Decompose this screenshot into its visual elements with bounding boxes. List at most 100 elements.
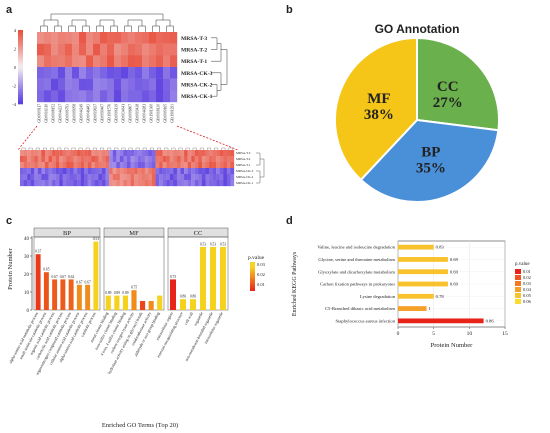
legend-tick-label: 0.01	[523, 269, 531, 274]
dendrogram-branch	[260, 158, 265, 178]
dendrogram-branch	[50, 147, 55, 150]
y-tick-label: Carbon fixation pathways in prokaryotes	[320, 282, 395, 287]
bar	[190, 299, 196, 310]
heatmap-cell	[107, 32, 115, 44]
dendrogram-branch	[192, 147, 197, 150]
zoom-heatmap-cell	[73, 168, 78, 175]
bar	[398, 281, 448, 287]
heatmap-cell	[149, 67, 157, 79]
bar	[85, 284, 91, 310]
dendrogram-branch	[185, 147, 190, 150]
heatmap-cell	[156, 43, 164, 56]
bar-value-label: 0.89	[122, 291, 128, 295]
zoom-heatmap-cell	[216, 174, 220, 181]
zoom-heatmap-cell	[94, 180, 99, 187]
pie-slice-label: CC	[437, 79, 459, 95]
x-axis-title: Protein Number	[431, 342, 474, 349]
zoom-heatmap-cell	[144, 156, 149, 163]
zoom-heatmap-cell	[155, 180, 160, 187]
dendrogram-branch	[214, 147, 219, 150]
heatmap-cell	[79, 55, 87, 68]
zoom-heatmap-cell	[66, 180, 71, 187]
zoom-heatmap-cell	[194, 162, 199, 169]
zoom-heatmap-cell	[52, 150, 56, 157]
zoom-heatmap-cell	[198, 174, 203, 181]
heatmap-cell	[79, 43, 87, 56]
zoom-heatmap-cell	[44, 168, 49, 175]
y-tick-label: 10	[24, 291, 30, 296]
bar	[398, 244, 434, 250]
heatmap-column-label: GO:0018130	[157, 104, 161, 123]
zoom-heatmap-cell	[216, 156, 220, 163]
heatmap-cell	[79, 32, 87, 44]
legend-swatch	[515, 281, 521, 286]
heatmap-cell	[135, 32, 143, 44]
zoom-heatmap-cell	[223, 174, 228, 181]
zoom-heatmap-cell	[109, 174, 113, 181]
legend-tick-label: 0.03	[523, 281, 532, 286]
legend-tick-label: 0.02	[523, 275, 531, 280]
heatmap-cell	[114, 43, 122, 56]
zoom-heatmap-cell	[191, 150, 195, 157]
x-tick-label: organelle	[193, 311, 204, 327]
zoom-heatmap-cell	[62, 180, 67, 187]
zoom-heatmap-cell	[187, 150, 192, 157]
zoom-heatmap-cell	[169, 180, 174, 187]
heatmap-cell	[114, 90, 122, 103]
zoom-heatmap-cell	[212, 156, 217, 163]
zoom-heatmap-cell	[209, 180, 213, 187]
heatmap-cell	[93, 55, 101, 68]
dendrogram-branch	[127, 19, 143, 26]
zoom-heatmap-cell	[55, 162, 60, 169]
legend-tick-label: 2	[14, 47, 16, 52]
zoom-heatmap-cell	[141, 174, 145, 181]
zoom-heatmap-cell	[52, 156, 56, 163]
dendrogram-branch	[207, 147, 211, 150]
legend-gradient-step	[18, 44, 23, 48]
zoom-heatmap-cell	[66, 162, 71, 169]
heatmap-cell	[44, 78, 52, 91]
heatmap-cell	[128, 55, 136, 68]
heatmap-column-label: GO:0044249	[80, 104, 84, 123]
bar-value-label: 0.53	[200, 243, 206, 247]
legend-gradient-step	[18, 69, 23, 73]
zoom-heatmap-cell	[144, 162, 149, 169]
legend-gradient-step	[18, 86, 23, 90]
heatmap-cell	[79, 67, 87, 79]
zoom-heatmap-cell	[66, 150, 71, 157]
heatmap-cell	[156, 67, 164, 79]
zoom-heatmap-cell	[109, 180, 113, 187]
zoom-heatmap-cell	[37, 162, 42, 169]
heatmap-cell	[142, 78, 150, 91]
zoom-heatmap-cell	[30, 162, 35, 169]
zoom-heatmap-cell	[191, 156, 195, 163]
legend-gradient-step	[250, 283, 255, 285]
zoom-heatmap-cell	[173, 168, 178, 175]
zoom-heatmap-cell	[34, 180, 38, 187]
zoom-heatmap-cell	[144, 180, 149, 187]
zoom-heatmap-cell	[212, 168, 217, 175]
zoom-heatmap-cell	[116, 150, 121, 157]
dendrogram-branch	[211, 43, 222, 62]
zoom-heatmap-cell	[105, 150, 110, 157]
zoom-heatmap-cell	[55, 180, 60, 187]
zoom-heatmap-cell	[169, 162, 174, 169]
zoom-heatmap-cell	[187, 156, 192, 163]
heatmap-cell	[72, 90, 80, 103]
zoom-heatmap-cell	[91, 168, 96, 175]
dendrogram-branch	[221, 49, 228, 85]
bar-value-label: 0.86	[180, 295, 186, 299]
zoom-heatmap-cell	[84, 156, 88, 163]
heatmap-cell	[100, 90, 108, 103]
zoom-heatmap-cell	[223, 180, 228, 187]
zoom-heatmap-cell	[105, 180, 110, 187]
zoom-heatmap-cell	[27, 156, 31, 163]
facet-panel	[33, 236, 101, 311]
zoom-column-dendrogram	[21, 147, 233, 150]
zoom-row-label: MRSA-CK-3	[236, 169, 254, 173]
zoom-heatmap-cell	[37, 156, 42, 163]
x-tick-label: 15	[502, 331, 508, 337]
zoom-heatmap-cell	[169, 156, 174, 163]
zoom-heatmap-cell	[80, 156, 85, 163]
zoom-heatmap-cell	[201, 156, 206, 163]
